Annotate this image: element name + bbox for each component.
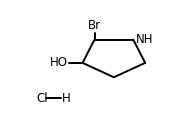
Text: NH: NH bbox=[135, 33, 153, 46]
Text: Cl: Cl bbox=[36, 92, 48, 105]
Text: Br: Br bbox=[88, 19, 101, 32]
Text: H: H bbox=[62, 92, 71, 105]
Text: HO: HO bbox=[50, 56, 68, 69]
